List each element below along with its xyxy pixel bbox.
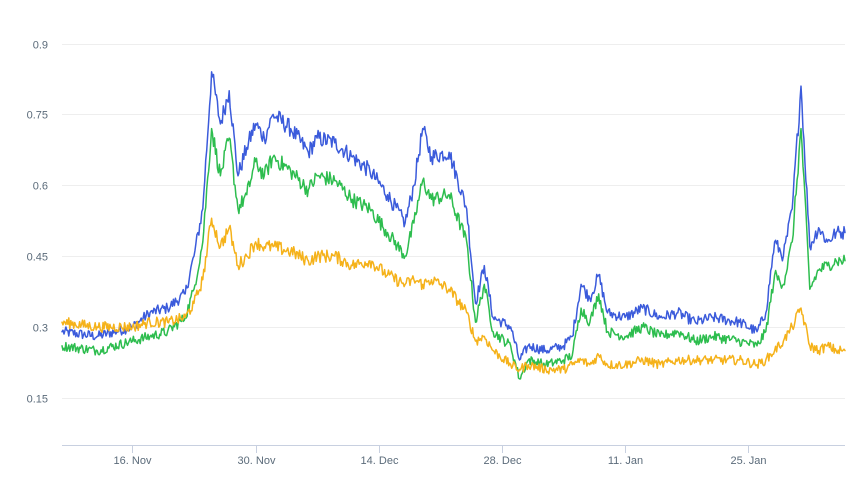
y-tick-label: 0.15 xyxy=(27,394,48,406)
series-line-3 xyxy=(61,217,846,375)
y-tick-label: 0.45 xyxy=(27,252,48,264)
y-axis-labels: 0.15 0.3 0.45 0.6 0.75 0.9 xyxy=(27,40,48,406)
y-tick-label: 0.3 xyxy=(33,323,48,335)
x-tick-label: 14. Dec xyxy=(361,455,399,467)
grid-lines xyxy=(62,44,845,399)
y-tick-label: 0.75 xyxy=(27,110,48,122)
series-line-2 xyxy=(61,127,846,380)
x-tick-label: 30. Nov xyxy=(238,455,276,467)
x-tick-label: 25. Jan xyxy=(730,455,766,467)
x-tick-label: 28. Dec xyxy=(484,455,522,467)
y-tick-label: 0.6 xyxy=(33,181,48,193)
series-lines xyxy=(61,71,846,380)
x-tick-label: 16. Nov xyxy=(114,455,152,467)
series-line-1 xyxy=(61,71,846,361)
x-tick-label: 11. Jan xyxy=(608,455,643,467)
y-tick-label: 0.9 xyxy=(33,40,48,52)
x-axis: 16. Nov 30. Nov 14. Dec 28. Dec 11. Jan 25. J… xyxy=(62,445,845,467)
